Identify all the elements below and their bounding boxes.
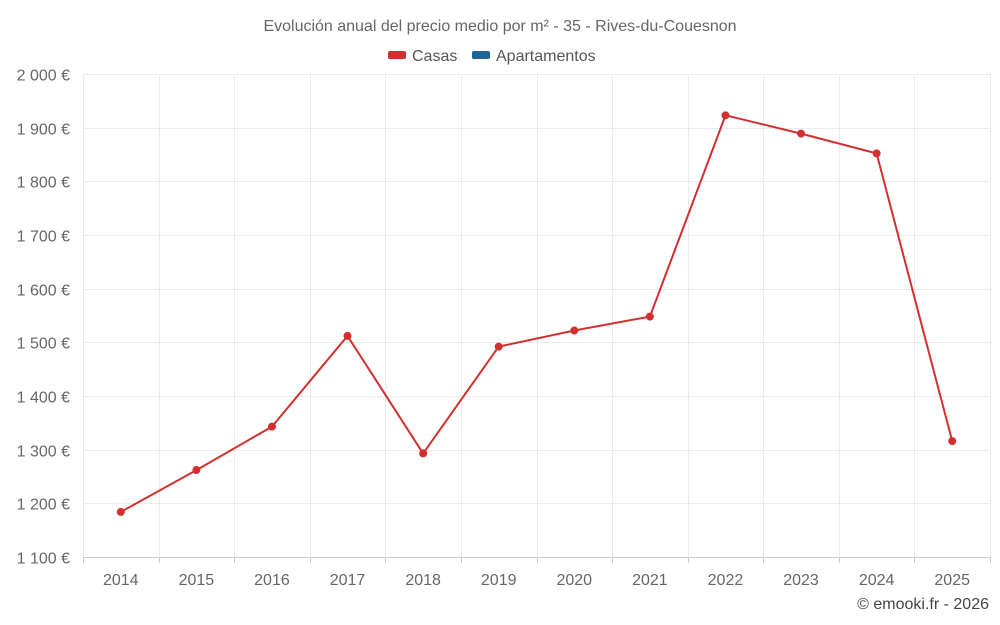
- data-point[interactable]: [570, 326, 579, 335]
- data-point[interactable]: [192, 466, 201, 475]
- data-point[interactable]: [645, 312, 654, 321]
- x-tick-label: 2024: [859, 572, 895, 589]
- credit-text: © emooki.fr - 2026: [857, 596, 989, 613]
- x-gridlines: [83, 74, 991, 563]
- legend-swatch-apartamentos: [472, 51, 490, 59]
- x-tick-label: 2022: [708, 572, 744, 589]
- x-tick-label: 2023: [783, 572, 819, 589]
- y-tick-label: 2 000 €: [17, 68, 70, 85]
- x-tick-label: 2019: [481, 572, 517, 589]
- x-tick-label: 2014: [103, 572, 139, 589]
- data-point[interactable]: [872, 149, 881, 158]
- data-point[interactable]: [948, 437, 957, 446]
- y-gridlines: [83, 74, 990, 504]
- legend-item-casas[interactable]: Casas: [388, 48, 457, 65]
- legend-label-casas: Casas: [412, 48, 457, 65]
- y-tick-label: 1 900 €: [17, 122, 70, 139]
- data-point[interactable]: [267, 422, 276, 431]
- y-tick-label: 1 300 €: [17, 444, 70, 461]
- y-tick-label: 1 700 €: [17, 229, 70, 246]
- y-tick-label: 1 400 €: [17, 390, 70, 407]
- legend-item-apartamentos[interactable]: Apartamentos: [472, 48, 596, 65]
- legend: Casas Apartamentos: [388, 48, 596, 65]
- y-tick-label: 1 800 €: [17, 175, 70, 192]
- data-point[interactable]: [797, 129, 806, 138]
- data-point[interactable]: [343, 331, 352, 340]
- y-tick-label: 1 500 €: [17, 336, 70, 353]
- series-line-casas: [120, 114, 954, 513]
- y-axis-ticks: 1 100 € 1 200 € 1 300 € 1 400 € 1 500 € 1 600…: [17, 68, 70, 568]
- chart-title: Evolución anual del precio medio por m² …: [263, 18, 736, 35]
- y-tick-label: 1 100 €: [17, 551, 70, 568]
- data-point[interactable]: [494, 342, 503, 351]
- series-layer: [116, 111, 957, 516]
- data-point[interactable]: [419, 449, 428, 458]
- x-tick-label: 2021: [632, 572, 668, 589]
- x-tick-label: 2017: [330, 572, 366, 589]
- y-tick-label: 1 600 €: [17, 283, 70, 300]
- x-tick-label: 2016: [254, 572, 290, 589]
- x-tick-label: 2020: [556, 572, 592, 589]
- data-point[interactable]: [721, 111, 730, 120]
- x-axis-ticks: 2014 2015 2016 2017 2018 2019 2020 2021 2022 2023…: [103, 572, 970, 589]
- y-tick-label: 1 200 €: [17, 497, 70, 514]
- x-tick-label: 2025: [934, 572, 970, 589]
- x-tick-label: 2018: [405, 572, 441, 589]
- x-tick-label: 2015: [179, 572, 215, 589]
- data-point[interactable]: [116, 507, 125, 516]
- legend-swatch-casas: [388, 51, 406, 59]
- legend-label-apartamentos: Apartamentos: [496, 48, 596, 65]
